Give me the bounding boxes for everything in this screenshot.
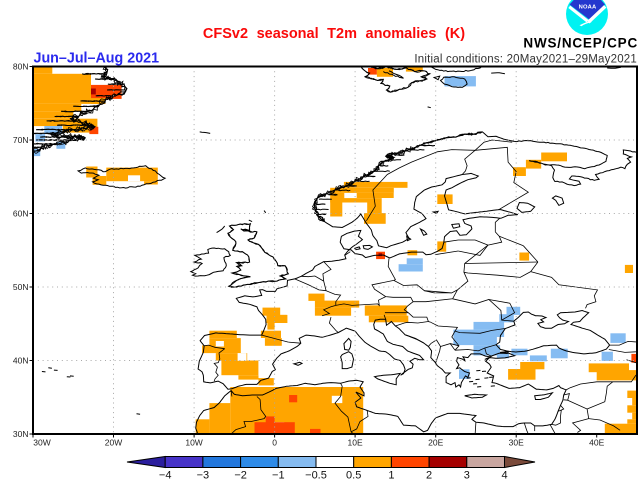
svg-text:−2: −2 (234, 470, 247, 482)
svg-text:NOAA: NOAA (579, 4, 597, 10)
svg-text:20E: 20E (428, 438, 443, 448)
svg-text:40E: 40E (589, 438, 604, 448)
svg-text:70N: 70N (13, 135, 29, 145)
svg-text:CFSv2 seasonal T2m anomalies (: CFSv2 seasonal T2m anomalies (K) (203, 26, 465, 42)
svg-text:50N: 50N (13, 282, 29, 292)
svg-text:−1: −1 (272, 470, 285, 482)
svg-text:10W: 10W (185, 438, 202, 448)
svg-text:NWS/NCEP/CPC: NWS/NCEP/CPC (523, 36, 638, 51)
svg-text:3: 3 (464, 470, 470, 482)
svg-text:Initial conditions: 20May2021–: Initial conditions: 20May2021–29May2021 (414, 54, 637, 66)
svg-text:30W: 30W (33, 438, 50, 448)
svg-text:−0.5: −0.5 (305, 470, 327, 482)
svg-text:0: 0 (272, 438, 277, 448)
svg-text:10E: 10E (348, 438, 363, 448)
svg-text:2: 2 (426, 470, 432, 482)
svg-text:80N: 80N (13, 61, 29, 71)
svg-text:0.5: 0.5 (346, 470, 361, 482)
svg-text:4: 4 (501, 470, 507, 482)
svg-text:30E: 30E (509, 438, 524, 448)
svg-text:Jun–Jul–Aug 2021: Jun–Jul–Aug 2021 (34, 51, 160, 67)
svg-text:20W: 20W (105, 438, 122, 448)
svg-text:30N: 30N (13, 429, 29, 439)
svg-text:40N: 40N (13, 355, 29, 365)
svg-text:−4: −4 (159, 470, 172, 482)
svg-text:60N: 60N (13, 208, 29, 218)
svg-text:1: 1 (388, 470, 394, 482)
svg-text:−3: −3 (197, 470, 210, 482)
